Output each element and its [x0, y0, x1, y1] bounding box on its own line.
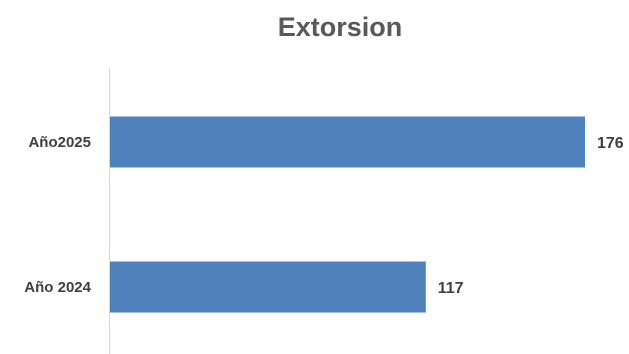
bar-series: Año2025 176 Año 2024 117 — [24, 116, 624, 313]
chart-title: Extorsion — [278, 12, 403, 42]
category-label-1: Año 2024 — [24, 279, 91, 296]
category-label-0: Año2025 — [28, 134, 91, 151]
bar-0 — [110, 116, 585, 168]
data-label-1: 117 — [438, 280, 464, 297]
bar-1 — [110, 261, 426, 313]
data-label-0: 176 — [597, 135, 624, 152]
